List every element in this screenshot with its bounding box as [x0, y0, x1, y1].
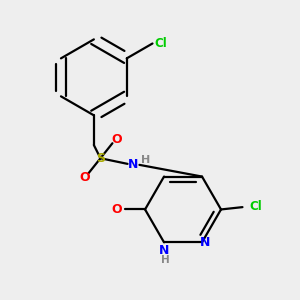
Text: O: O	[111, 133, 122, 146]
Text: Cl: Cl	[249, 200, 262, 213]
Text: H: H	[141, 155, 150, 165]
Text: S: S	[96, 152, 105, 165]
Text: H: H	[161, 254, 170, 265]
Text: N: N	[128, 158, 139, 171]
Text: O: O	[79, 171, 90, 184]
Text: Cl: Cl	[154, 37, 167, 50]
Text: N: N	[159, 244, 169, 257]
Text: N: N	[200, 236, 211, 249]
Text: O: O	[112, 203, 122, 216]
